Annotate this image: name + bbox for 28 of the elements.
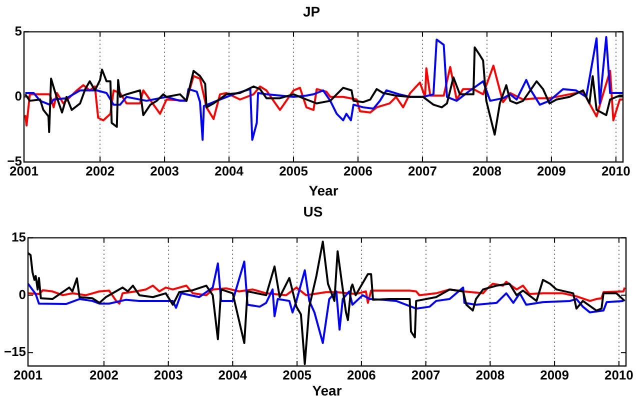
x-tick-label: 2005	[282, 367, 312, 382]
x-tick-label: 2007	[408, 163, 437, 178]
y-tick-label: 0	[14, 88, 22, 104]
x-tick-label: 2008	[476, 367, 505, 382]
x-tick-label: 2009	[536, 163, 566, 178]
x-tick-label: 2002	[89, 367, 118, 382]
x-tick-label: 2007	[411, 367, 440, 382]
chart-title: US	[303, 203, 323, 220]
x-tick-label: 2010	[601, 163, 630, 178]
x-tick-label: 2010	[604, 367, 634, 382]
y-tick-label: −15	[4, 344, 26, 360]
x-tick-label: 2003	[150, 163, 180, 178]
x-tick-label: 2006	[344, 163, 372, 178]
x-axis-title: Year	[312, 382, 342, 398]
x-tick-label: 2008	[472, 163, 502, 178]
x-tick-label: 2006	[346, 367, 376, 382]
x-tick-label: 2003	[154, 367, 183, 382]
x-axis-title: Year	[308, 182, 339, 198]
x-tick-label: 2002	[86, 163, 115, 178]
y-tick-label: 5	[14, 23, 22, 38]
chart-title: JP	[302, 3, 320, 20]
y-tick-label: 15	[12, 229, 26, 244]
x-tick-label: 2004	[218, 367, 248, 382]
y-tick-label: 0	[18, 286, 26, 302]
x-tick-label: 2001	[14, 367, 42, 382]
x-tick-label: 2005	[279, 163, 308, 178]
x-tick-label: 2004	[214, 163, 244, 178]
x-tick-label: 2009	[540, 367, 570, 382]
